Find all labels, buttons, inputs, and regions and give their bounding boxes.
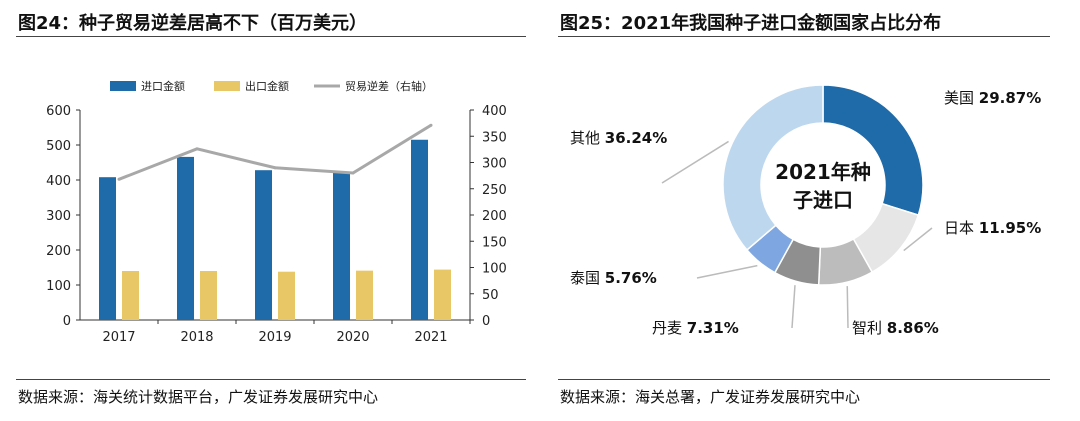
export-bar <box>356 270 373 320</box>
x-tick-label: 2019 <box>258 330 291 345</box>
right-y-tick-label: 0 <box>482 314 490 329</box>
deficit-point <box>273 166 277 170</box>
import-bar <box>255 170 272 320</box>
import-bar <box>99 177 116 320</box>
donut-slice-美国 <box>822 84 924 217</box>
left-y-tick-label: 500 <box>46 139 71 154</box>
right-figure: 图25：2021年我国种子进口金额国家占比分布 2021年种 子进口 美国 29.8… <box>552 0 1080 421</box>
export-bar <box>200 271 217 320</box>
donut-slice-其他 <box>722 84 824 251</box>
slice-label-value: 7.31% <box>687 319 739 337</box>
left-source-rule <box>16 379 526 380</box>
slice-label-美国: 美国 29.87% <box>944 89 1041 107</box>
slice-label-value: 11.95% <box>979 219 1041 237</box>
x-tick-label: 2018 <box>180 330 213 345</box>
left-figure: 图24：种子贸易逆差居高不下（百万美元） 0 100 200 300 400 500 600… <box>0 0 530 421</box>
export-bar <box>278 271 295 320</box>
slice-label-value: 29.87% <box>979 89 1041 107</box>
right-title-rule <box>558 36 1050 37</box>
deficit-point <box>429 123 433 127</box>
legend-export-label: 出口金额 <box>245 79 289 93</box>
import-bar <box>177 156 194 320</box>
right-figure-title: 图25：2021年我国种子进口金额国家占比分布 <box>560 13 942 34</box>
slice-label-name: 美国 <box>944 89 979 107</box>
deficit-point <box>351 171 355 175</box>
right-source-note: 数据来源：海关总署，广发证券发展研究中心 <box>560 388 861 406</box>
left-title-rule <box>16 36 526 37</box>
left-source-note: 数据来源：海关统计数据平台，广发证券发展研究中心 <box>18 388 379 406</box>
donut-center-label: 2021年种 <box>775 160 871 184</box>
slice-label-value: 5.76% <box>605 269 657 287</box>
slice-label-name: 智利 <box>852 319 887 337</box>
import-bar <box>411 139 428 320</box>
slice-label-name: 泰国 <box>570 269 605 287</box>
slice-label-value: 8.86% <box>887 319 939 337</box>
leader-line <box>696 264 758 279</box>
slice-label-丹麦: 丹麦 7.31% <box>652 319 739 337</box>
right-y-tick-label: 200 <box>482 209 507 224</box>
slice-label-日本: 日本 11.95% <box>944 219 1041 237</box>
donut-center-label: 子进口 <box>793 188 853 212</box>
x-tick-label: 2020 <box>336 330 369 345</box>
leader-line <box>903 227 933 252</box>
bar-line-chart: 0 100 200 300 400 500 600 0 50 100 150 200 250 300 350… <box>46 79 507 345</box>
right-y-tick-label: 400 <box>482 104 507 119</box>
legend-export-swatch <box>214 81 240 91</box>
right-y-tick-label: 250 <box>482 183 507 198</box>
export-bar <box>434 269 451 320</box>
slice-label-泰国: 泰国 5.76% <box>570 269 657 287</box>
left-y-tick-label: 100 <box>46 279 71 294</box>
export-bar <box>122 271 139 320</box>
right-y-tick-label: 50 <box>482 288 499 303</box>
legend-deficit-label: 贸易逆差（右轴） <box>345 79 433 93</box>
slice-label-其他: 其他 36.24% <box>570 129 667 147</box>
leader-line <box>791 285 796 329</box>
legend-import-swatch <box>110 81 136 91</box>
slice-label-name: 日本 <box>944 219 979 237</box>
deficit-point <box>117 177 121 181</box>
deficit-line <box>118 123 432 181</box>
slice-label-value: 36.24% <box>605 129 667 147</box>
slice-label-智利: 智利 8.86% <box>852 319 939 337</box>
right-source-rule <box>558 379 1050 380</box>
slice-label-name: 其他 <box>570 129 605 147</box>
x-tick-label: 2017 <box>102 330 135 345</box>
right-y-tick-label: 300 <box>482 157 507 172</box>
left-y-tick-label: 0 <box>63 314 71 329</box>
left-y-tick-label: 400 <box>46 174 71 189</box>
left-y-tick-label: 600 <box>46 104 71 119</box>
slice-label-name: 丹麦 <box>652 319 687 337</box>
x-tick-label: 2021 <box>414 330 447 345</box>
leader-line <box>846 286 849 329</box>
legend-import-label: 进口金额 <box>141 79 185 93</box>
left-y-tick-label: 200 <box>46 244 71 259</box>
right-y-tick-label: 100 <box>482 262 507 277</box>
import-bar <box>333 172 350 320</box>
leader-line <box>661 140 729 184</box>
right-y-tick-label: 350 <box>482 130 507 145</box>
right-y-tick-label: 150 <box>482 235 507 250</box>
left-figure-title: 图24：种子贸易逆差居高不下（百万美元） <box>18 13 368 34</box>
left-y-tick-label: 300 <box>46 209 71 224</box>
deficit-point <box>195 147 199 151</box>
